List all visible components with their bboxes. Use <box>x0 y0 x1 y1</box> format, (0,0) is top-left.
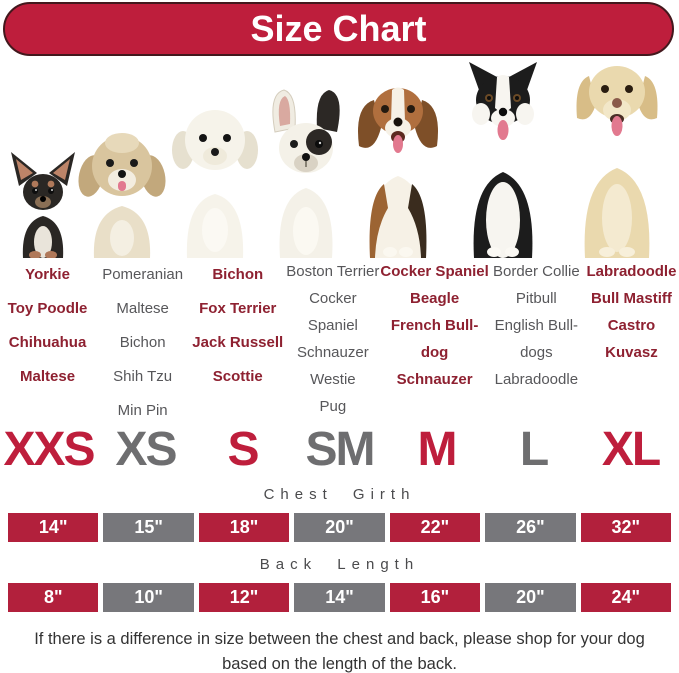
header-banner: Size Chart <box>3 2 674 56</box>
back-length-value: 14" <box>294 583 385 612</box>
breed-column-xl: Labradoodle Bull Mastiff Castro Kuvasz <box>584 256 679 428</box>
breed-label: Bichon <box>212 266 264 283</box>
breed-label: Bull Mastiff <box>591 290 672 307</box>
shih-tzu-photo <box>78 133 166 258</box>
breed-label: Cocker <box>309 290 357 307</box>
breed-column-xs: Pomeranian Maltese Bichon Shih Tzu Min P… <box>95 256 190 428</box>
breed-label: dog <box>420 344 449 361</box>
breed-label: Scottie <box>212 368 263 385</box>
size-label-xl: XL <box>601 423 661 476</box>
labrador-photo <box>576 66 658 258</box>
back-length-bars: 8" 10" 12" 14" 16" 20" 24" <box>8 583 671 612</box>
back-length-value: 8" <box>8 583 99 612</box>
chest-girth-value: 18" <box>198 513 290 542</box>
breed-label: Maltese <box>20 368 76 385</box>
breed-column-l: Border Collie Pitbull English Bull- dogs… <box>489 256 584 428</box>
breed-label: Shih Tzu <box>113 368 173 385</box>
breed-label: Spaniel <box>307 317 358 334</box>
breed-label: Beagle <box>410 290 460 307</box>
breed-label: Labradoodle <box>586 263 677 280</box>
chest-girth-value: 15" <box>103 513 194 542</box>
size-label-m: M <box>417 423 458 476</box>
sizing-note: If there is a difference in size between… <box>0 627 679 673</box>
breed-label: Fox Terrier <box>199 300 277 317</box>
chest-girth-heading: Chest Girth <box>263 486 416 503</box>
chest-girth-bars: 14" 15" 18" 20" 22" 26" 32" <box>8 513 671 542</box>
french-bulldog-photo <box>272 89 340 258</box>
back-length-value: 24" <box>580 583 671 612</box>
back-length-value: 20" <box>485 583 576 612</box>
back-length-value: 12" <box>198 583 290 612</box>
size-label-sm: SM <box>305 423 376 476</box>
breed-label: Border Collie <box>492 263 580 280</box>
breed-label: Schnauzer <box>396 371 473 388</box>
back-length-heading: Back Length <box>259 556 420 573</box>
beagle-photo <box>358 87 438 258</box>
size-label-l: L <box>519 423 549 476</box>
sizing-note-line1: If there is a difference in size between… <box>34 630 645 648</box>
breed-label: Kuvasz <box>605 344 658 361</box>
breed-label: Min Pin <box>117 402 168 419</box>
breed-column-s: Bichon Fox Terrier Jack Russell Scottie <box>190 256 285 428</box>
size-label-s: S <box>227 423 259 476</box>
breed-label: Jack Russell <box>192 334 284 351</box>
breed-label: Pug <box>319 398 347 415</box>
breed-label: Cocker Spaniel <box>380 263 489 280</box>
border-collie-photo <box>469 62 537 258</box>
breed-label: Maltese <box>116 300 169 317</box>
breed-label: Yorkie <box>25 266 70 283</box>
chest-girth-value: 20" <box>294 513 385 542</box>
back-length-value: 10" <box>103 583 194 612</box>
chest-girth-value: 22" <box>389 513 481 542</box>
breed-label: dogs <box>520 344 553 361</box>
breed-label: Labradoodle <box>494 371 579 388</box>
breed-label: Toy Poodle <box>7 300 88 317</box>
maltese-photo <box>172 110 258 258</box>
page-title: Size Chart <box>250 8 427 49</box>
chihuahua-photo <box>11 152 75 258</box>
breed-column-m: Cocker Spaniel Beagle French Bull- dog S… <box>380 256 488 428</box>
chest-girth-value: 14" <box>8 513 99 542</box>
breed-label: Castro <box>607 317 656 334</box>
breed-label: Pomeranian <box>102 266 184 283</box>
breed-label: Schnauzer <box>296 344 369 361</box>
chest-girth-value: 26" <box>485 513 576 542</box>
breed-column-xxs: Yorkie Toy Poodle Chihuahua Maltese <box>0 256 95 428</box>
breed-column-sm: Boston Terrier Cocker Spaniel Schnauzer … <box>285 256 380 428</box>
size-label-xs: XS <box>115 423 177 476</box>
breed-label: English Bull- <box>494 317 579 334</box>
breed-label: Westie <box>310 371 356 388</box>
size-letter-row: XXS XS S SM M L XL <box>0 422 679 478</box>
size-label-xxs: XXS <box>3 423 95 476</box>
breed-label: Boston Terrier <box>286 263 380 280</box>
chest-girth-value: 32" <box>580 513 671 542</box>
breed-label: Pitbull <box>515 290 557 307</box>
breed-label: French Bull- <box>390 317 479 334</box>
breed-label: Bichon <box>119 334 166 351</box>
breed-lists: Yorkie Toy Poodle Chihuahua Maltese Pome… <box>0 256 679 424</box>
breed-label: Chihuahua <box>8 334 87 351</box>
back-length-value: 16" <box>389 583 481 612</box>
sizing-note-line2: based on the length of the back. <box>222 655 457 673</box>
